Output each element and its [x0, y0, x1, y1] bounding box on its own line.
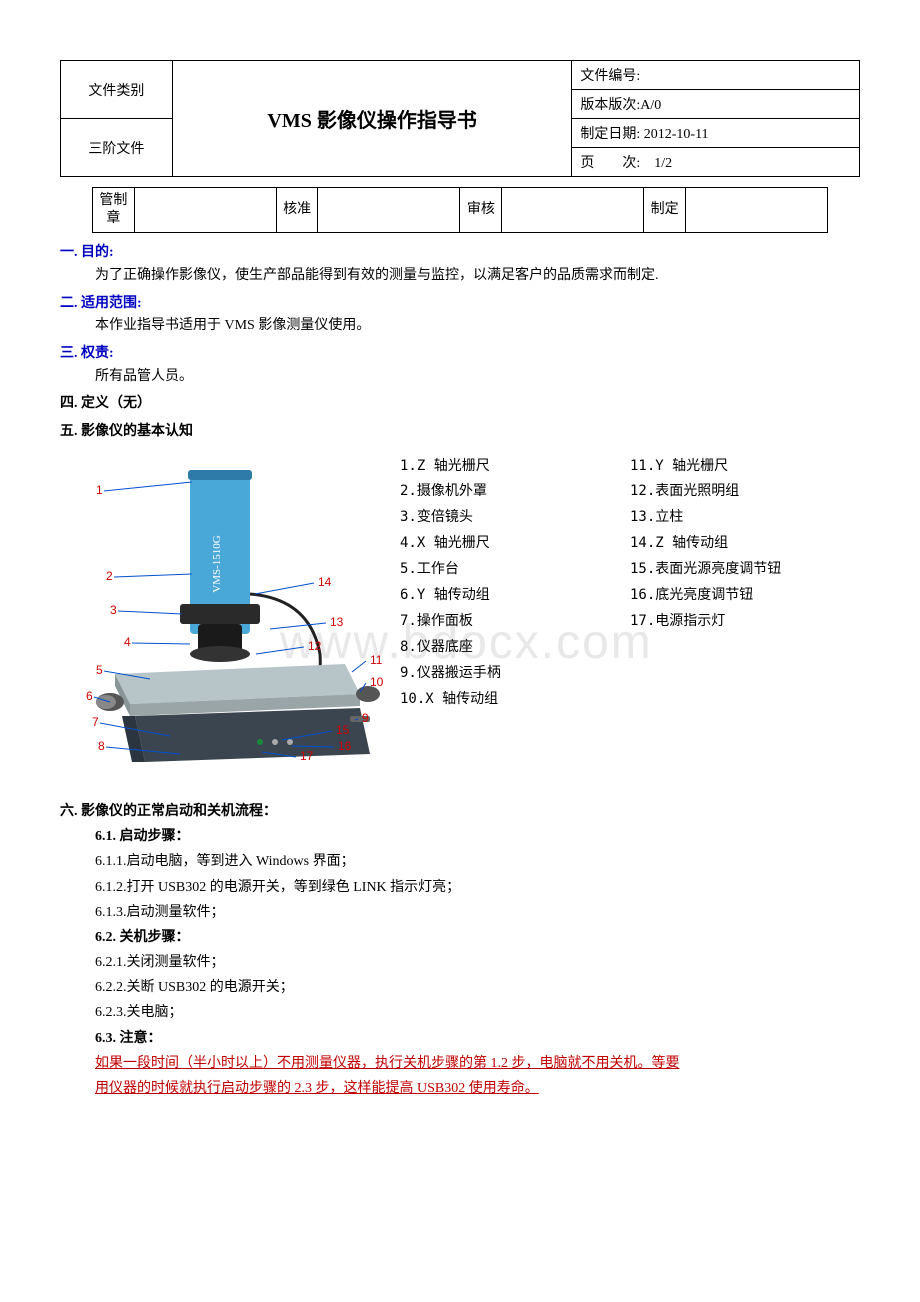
- svg-text:5: 5: [96, 663, 103, 677]
- approval-approve-value: [318, 188, 460, 233]
- step-6-2-1: 6.2.1.关闭测量软件；: [95, 950, 860, 975]
- part-item: 17.电源指示灯: [630, 609, 860, 635]
- approval-author-value: [685, 188, 827, 233]
- step-6-1-1: 6.1.1.启动电脑，等到进入 Windows 界面；: [95, 849, 860, 874]
- part-item: 15.表面光源亮度调节钮: [630, 557, 860, 583]
- header-left-top: 文件类别: [61, 61, 173, 119]
- part-item: 9.仪器搬运手柄: [400, 661, 630, 687]
- section-1-title: 一. 目的:: [60, 241, 860, 265]
- step-6-1-3: 6.1.3.启动测量软件；: [95, 900, 860, 925]
- section-6-1-title: 6.1. 启动步骤：: [95, 824, 860, 849]
- parts-diagram-area: VMS-1510G: [60, 454, 860, 783]
- svg-text:2: 2: [106, 569, 113, 583]
- header-date: 制定日期: 2012-10-11: [572, 119, 860, 148]
- approval-table: 管制章 核准 审核 制定: [92, 187, 828, 233]
- part-item: 10.X 轴传动组: [400, 687, 630, 713]
- document-title: VMS 影像仪操作指导书: [172, 61, 572, 177]
- approval-review-value: [502, 188, 644, 233]
- header-page: 页 次: 1/2: [572, 148, 860, 177]
- svg-text:3: 3: [110, 603, 117, 617]
- approval-stamp-value: [134, 188, 276, 233]
- svg-text:9: 9: [362, 711, 369, 725]
- header-version: 版本版次:A/0: [572, 90, 860, 119]
- part-item: 8.仪器底座: [400, 635, 630, 661]
- part-item: 12.表面光照明组: [630, 479, 860, 505]
- svg-text:12: 12: [308, 639, 322, 653]
- step-6-2-2: 6.2.2.关断 USB302 的电源开关；: [95, 975, 860, 1000]
- part-item: 5.工作台: [400, 557, 630, 583]
- part-item: 13.立柱: [630, 505, 860, 531]
- section-1-body: 为了正确操作影像仪，使生产部品能得到有效的测量与监控，以满足客户的品质需求而制定…: [95, 265, 860, 287]
- part-item: 6.Y 轴传动组: [400, 583, 630, 609]
- svg-text:8: 8: [98, 739, 105, 753]
- note-line-2: 用仪器的时候就执行启动步骤的 2.3 步，这样能提高 USB302 使用寿命。: [95, 1076, 860, 1101]
- svg-text:17: 17: [300, 749, 314, 763]
- section-3-title: 三. 权责:: [60, 342, 860, 366]
- approval-stamp-label: 管制章: [93, 188, 135, 233]
- svg-text:7: 7: [92, 715, 99, 729]
- part-item: 1.Z 轴光栅尺: [400, 454, 630, 480]
- section-3-body: 所有品管人员。: [95, 366, 860, 388]
- svg-text:13: 13: [330, 615, 344, 629]
- approval-author-label: 制定: [644, 188, 686, 233]
- part-item: 3.变倍镜头: [400, 505, 630, 531]
- parts-list-col1: 1.Z 轴光栅尺 2.摄像机外罩 3.变倍镜头 4.X 轴光栅尺 5.工作台 6…: [400, 454, 630, 783]
- part-item: 16.底光亮度调节钮: [630, 583, 860, 609]
- step-6-2-3: 6.2.3.关电脑；: [95, 1000, 860, 1025]
- part-item: 2.摄像机外罩: [400, 479, 630, 505]
- note-line-1: 如果一段时间（半小时以上）不用测量仪器，执行关机步骤的第 1.2 步，电脑就不用…: [95, 1051, 860, 1076]
- svg-text:14: 14: [318, 575, 332, 589]
- parts-list-col2: 11.Y 轴光栅尺 12.表面光照明组 13.立柱 14.Z 轴传动组 15.表…: [630, 454, 860, 783]
- section-6-3-title: 6.3. 注意：: [95, 1026, 860, 1051]
- svg-text:10: 10: [370, 675, 384, 689]
- svg-text:15: 15: [336, 723, 350, 737]
- header-doc-number: 文件编号:: [572, 61, 860, 90]
- section-4-title: 四. 定义（无）: [60, 392, 860, 416]
- svg-text:11: 11: [370, 653, 383, 667]
- document-header-table: 文件类别 VMS 影像仪操作指导书 文件编号: 版本版次:A/0 三阶文件 制定…: [60, 60, 860, 177]
- section-2-title: 二. 适用范围:: [60, 292, 860, 316]
- part-item: 11.Y 轴光栅尺: [630, 454, 860, 480]
- header-left-bottom: 三阶文件: [61, 119, 173, 177]
- approval-approve-label: 核准: [276, 188, 318, 233]
- step-6-1-2: 6.1.2.打开 USB302 的电源开关，等到绿色 LINK 指示灯亮；: [95, 875, 860, 900]
- part-item: 14.Z 轴传动组: [630, 531, 860, 557]
- part-item: 7.操作面板: [400, 609, 630, 635]
- svg-text:4: 4: [124, 635, 131, 649]
- approval-review-label: 审核: [460, 188, 502, 233]
- instrument-diagram: VMS-1510G: [60, 454, 400, 783]
- model-label: VMS-1510G: [211, 535, 223, 593]
- section-5-title: 五. 影像仪的基本认知: [60, 420, 860, 444]
- svg-text:1: 1: [96, 483, 103, 497]
- section-6-2-title: 6.2. 关机步骤：: [95, 925, 860, 950]
- section-2-body: 本作业指导书适用于 VMS 影像测量仪使用。: [95, 315, 860, 337]
- svg-text:16: 16: [338, 739, 352, 753]
- section-6-title: 六. 影像仪的正常启动和关机流程：: [60, 800, 860, 824]
- part-item: 4.X 轴光栅尺: [400, 531, 630, 557]
- svg-text:6: 6: [86, 689, 93, 703]
